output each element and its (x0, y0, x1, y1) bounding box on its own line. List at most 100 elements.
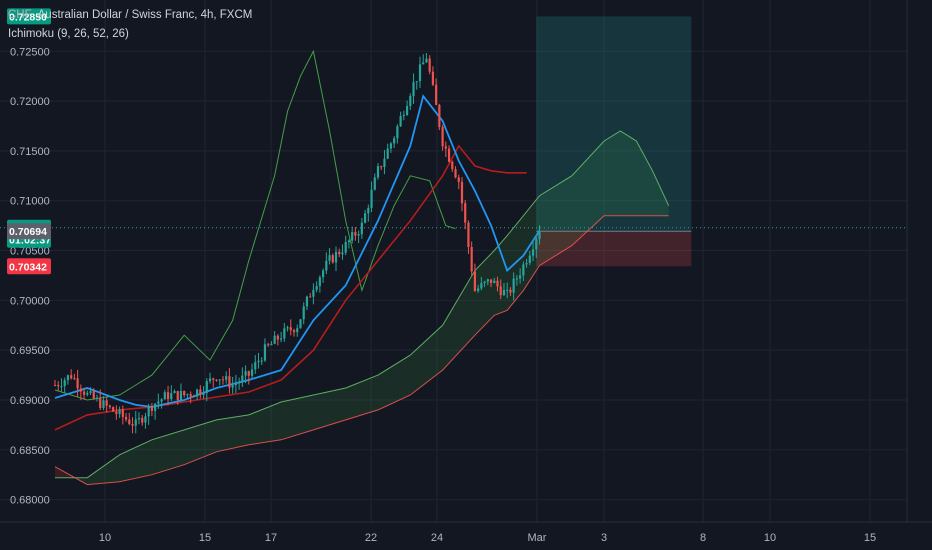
cloud-segment (187, 427, 191, 464)
price-tick-label: 0.68000 (10, 495, 50, 507)
candle-body (280, 338, 283, 340)
candle-body (376, 166, 380, 178)
cloud-segment (129, 448, 133, 480)
entry-price-badge[interactable]: 0.70694 (7, 223, 51, 240)
cloud-segment (96, 468, 101, 484)
cloud-segment (229, 417, 233, 449)
candle-body (63, 380, 66, 387)
cloud-segment (368, 377, 372, 413)
candle-body (515, 278, 518, 280)
candle-body (60, 386, 63, 388)
cloud-segment (604, 138, 608, 216)
leading-span-b-line (54, 215, 669, 486)
price-axis-background (907, 0, 932, 522)
entry-price-badge-bg (7, 223, 51, 240)
leading-span-a-line (55, 130, 670, 479)
cloud-segment (116, 454, 120, 482)
candle-body (325, 260, 328, 271)
candle-body (473, 271, 476, 291)
candle-body (351, 232, 354, 241)
candle-body (66, 375, 70, 381)
candle-body (328, 255, 331, 261)
cloud-segment (168, 433, 172, 470)
cloud-segment (58, 468, 62, 478)
cloud-segment (465, 281, 469, 346)
cloud-segment (358, 381, 362, 416)
candle-body (157, 401, 160, 404)
candle-body (460, 181, 464, 204)
candle-body (212, 378, 215, 380)
cloud-segment (629, 136, 634, 216)
cloud-segment (271, 404, 275, 442)
cloud-segment (646, 158, 650, 216)
cloud-segment (151, 438, 156, 475)
candle-body (509, 289, 512, 293)
cloud-segment (381, 371, 385, 409)
cloud-segment (294, 398, 298, 436)
stop-zone[interactable] (536, 231, 692, 267)
target-price-badge[interactable]: 0.72850 (7, 8, 51, 25)
candle-body (283, 328, 286, 339)
target-zone[interactable] (536, 16, 692, 232)
cloud-segment (403, 357, 408, 398)
cloud-segment (497, 243, 501, 315)
cloud-segment (171, 432, 175, 469)
time-tick-label: Mar (528, 532, 547, 544)
cloud-segment (222, 418, 227, 451)
candle-body (496, 280, 499, 287)
cloud-segment (329, 390, 333, 425)
candle-body (380, 166, 383, 168)
time-axis[interactable]: 10 15 17 22 24 Mar 3 8 10 15 (0, 521, 932, 550)
candle-body (183, 391, 186, 396)
candle-body (86, 392, 89, 395)
candle-body (221, 379, 225, 381)
candle-body (179, 391, 183, 400)
candle-body (383, 158, 386, 167)
cloud-segment (138, 444, 143, 478)
candle-body (467, 222, 470, 247)
time-tick-label: 15 (864, 532, 876, 544)
candle-body (480, 283, 483, 289)
candle-body (367, 208, 370, 214)
cloud-segment (200, 423, 204, 459)
cloud-segment (203, 422, 207, 457)
stop-price-badge[interactable]: 0.70342 (7, 258, 51, 275)
candle-body (438, 104, 441, 128)
cloud-segment (197, 424, 201, 460)
cloud-segment (300, 397, 304, 434)
cloud-segment (539, 193, 543, 266)
candle-body (493, 280, 496, 284)
candle-body (196, 389, 199, 397)
cloud-segment (306, 395, 311, 432)
candles (53, 53, 541, 434)
cloud-segment (158, 436, 162, 473)
candle-body (512, 278, 515, 293)
candle-body (257, 360, 260, 363)
cloud-segment (336, 389, 340, 423)
candle-body (344, 242, 347, 253)
candle-body (454, 169, 457, 178)
cloud-segment (332, 390, 337, 424)
cloud-segment (642, 152, 647, 216)
cloud-segment (426, 337, 430, 383)
cloud-segment (617, 130, 621, 216)
price-axis[interactable]: 0.72500 0.72000 0.71500 0.71000 0.70500 0.700… (10, 0, 932, 522)
cloud-segment (248, 413, 253, 445)
cloud-segment (132, 447, 136, 479)
candle-body (538, 231, 541, 240)
candle-body (128, 419, 131, 425)
cloud-segment (659, 184, 663, 216)
cloud-segment (390, 365, 395, 404)
candle-body (373, 177, 376, 190)
grid (0, 0, 907, 522)
cloud-segment (126, 450, 130, 481)
cloud-segment (103, 463, 107, 484)
candle-body (451, 161, 454, 170)
cloud-segment (384, 369, 388, 407)
cloud-segment (371, 376, 375, 412)
candle-body (396, 126, 399, 139)
candle-body (318, 277, 321, 287)
cloud-segment (319, 392, 324, 428)
candle-body (244, 371, 247, 376)
